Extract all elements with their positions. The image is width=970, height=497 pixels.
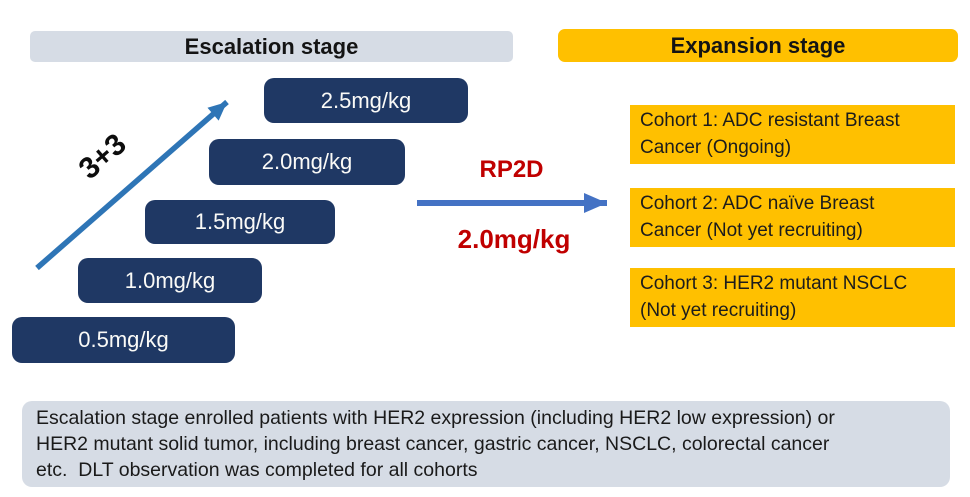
expansion-stage-header: Expansion stage xyxy=(558,29,958,62)
dose-box-1-5mg-kg: 1.5mg/kg xyxy=(145,200,335,244)
expansion-stage-title: Expansion stage xyxy=(670,32,846,58)
dose-box-1-0mg-kg: 1.0mg/kg xyxy=(78,258,262,303)
cohort-3-text-line1: Cohort 3: HER2 mutant NSCLC xyxy=(640,273,908,294)
escalation-stage-header: Escalation stage xyxy=(30,31,513,62)
cohort-1-box: Cohort 1: ADC resistant Breast Cancer (O… xyxy=(630,105,955,164)
rp2d-dose-label: 2.0mg/kg xyxy=(457,224,571,254)
cohort-2-text-line1: Cohort 2: ADC naïve Breast xyxy=(640,193,875,214)
footnote-line1: Escalation stage enrolled patients with … xyxy=(36,407,835,429)
dose-box-2-5mg-kg: 2.5mg/kg xyxy=(264,78,468,123)
dose-escalation-arrow-icon xyxy=(35,99,229,271)
footnote-box: Escalation stage enrolled patients with … xyxy=(22,401,950,487)
cohort-3-text-line2: (Not yet recruiting) xyxy=(640,300,797,321)
cohort-1-text-line2: Cancer (Ongoing) xyxy=(640,137,792,158)
footnote-line2: HER2 mutant solid tumor, including breas… xyxy=(36,433,830,455)
escalation-stage-title: Escalation stage xyxy=(184,33,359,59)
rp2d-label: RP2D xyxy=(479,156,544,183)
rp2d-arrow-icon xyxy=(417,193,607,213)
footnote-line3: etc. DLT observation was completed for a… xyxy=(36,459,478,481)
cohort-1-text-line1: Cohort 1: ADC resistant Breast xyxy=(640,110,900,131)
cohort-3-box: Cohort 3: HER2 mutant NSCLC (Not yet rec… xyxy=(630,268,955,327)
cohort-2-box: Cohort 2: ADC naïve Breast Cancer (Not y… xyxy=(630,188,955,247)
dose-box-0-5mg-kg: 0.5mg/kg xyxy=(12,317,235,363)
dose-box-2-0mg-kg: 2.0mg/kg xyxy=(209,139,405,185)
cohort-2-text-line2: Cancer (Not yet recruiting) xyxy=(640,220,863,241)
